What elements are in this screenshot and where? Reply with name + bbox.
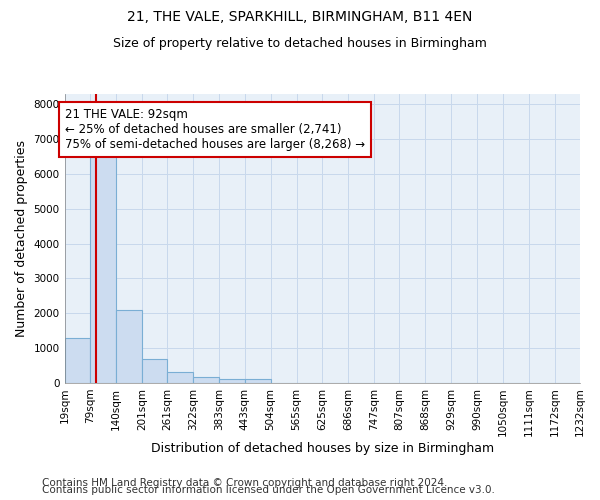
Text: Contains public sector information licensed under the Open Government Licence v3: Contains public sector information licen… [42, 485, 495, 495]
Y-axis label: Number of detached properties: Number of detached properties [15, 140, 28, 337]
Bar [245, 380, 271, 383]
Bar [219, 379, 245, 383]
X-axis label: Distribution of detached houses by size in Birmingham: Distribution of detached houses by size … [151, 442, 494, 455]
Bar [116, 310, 142, 383]
Text: Contains HM Land Registry data © Crown copyright and database right 2024.: Contains HM Land Registry data © Crown c… [42, 478, 448, 488]
Text: Size of property relative to detached houses in Birmingham: Size of property relative to detached ho… [113, 38, 487, 51]
Bar [90, 153, 116, 383]
Bar [193, 378, 219, 383]
Bar [142, 359, 167, 383]
Text: 21, THE VALE, SPARKHILL, BIRMINGHAM, B11 4EN: 21, THE VALE, SPARKHILL, BIRMINGHAM, B11… [127, 10, 473, 24]
Bar [167, 372, 193, 383]
Bar [65, 338, 90, 383]
Text: 21 THE VALE: 92sqm
← 25% of detached houses are smaller (2,741)
75% of semi-deta: 21 THE VALE: 92sqm ← 25% of detached hou… [65, 108, 365, 151]
